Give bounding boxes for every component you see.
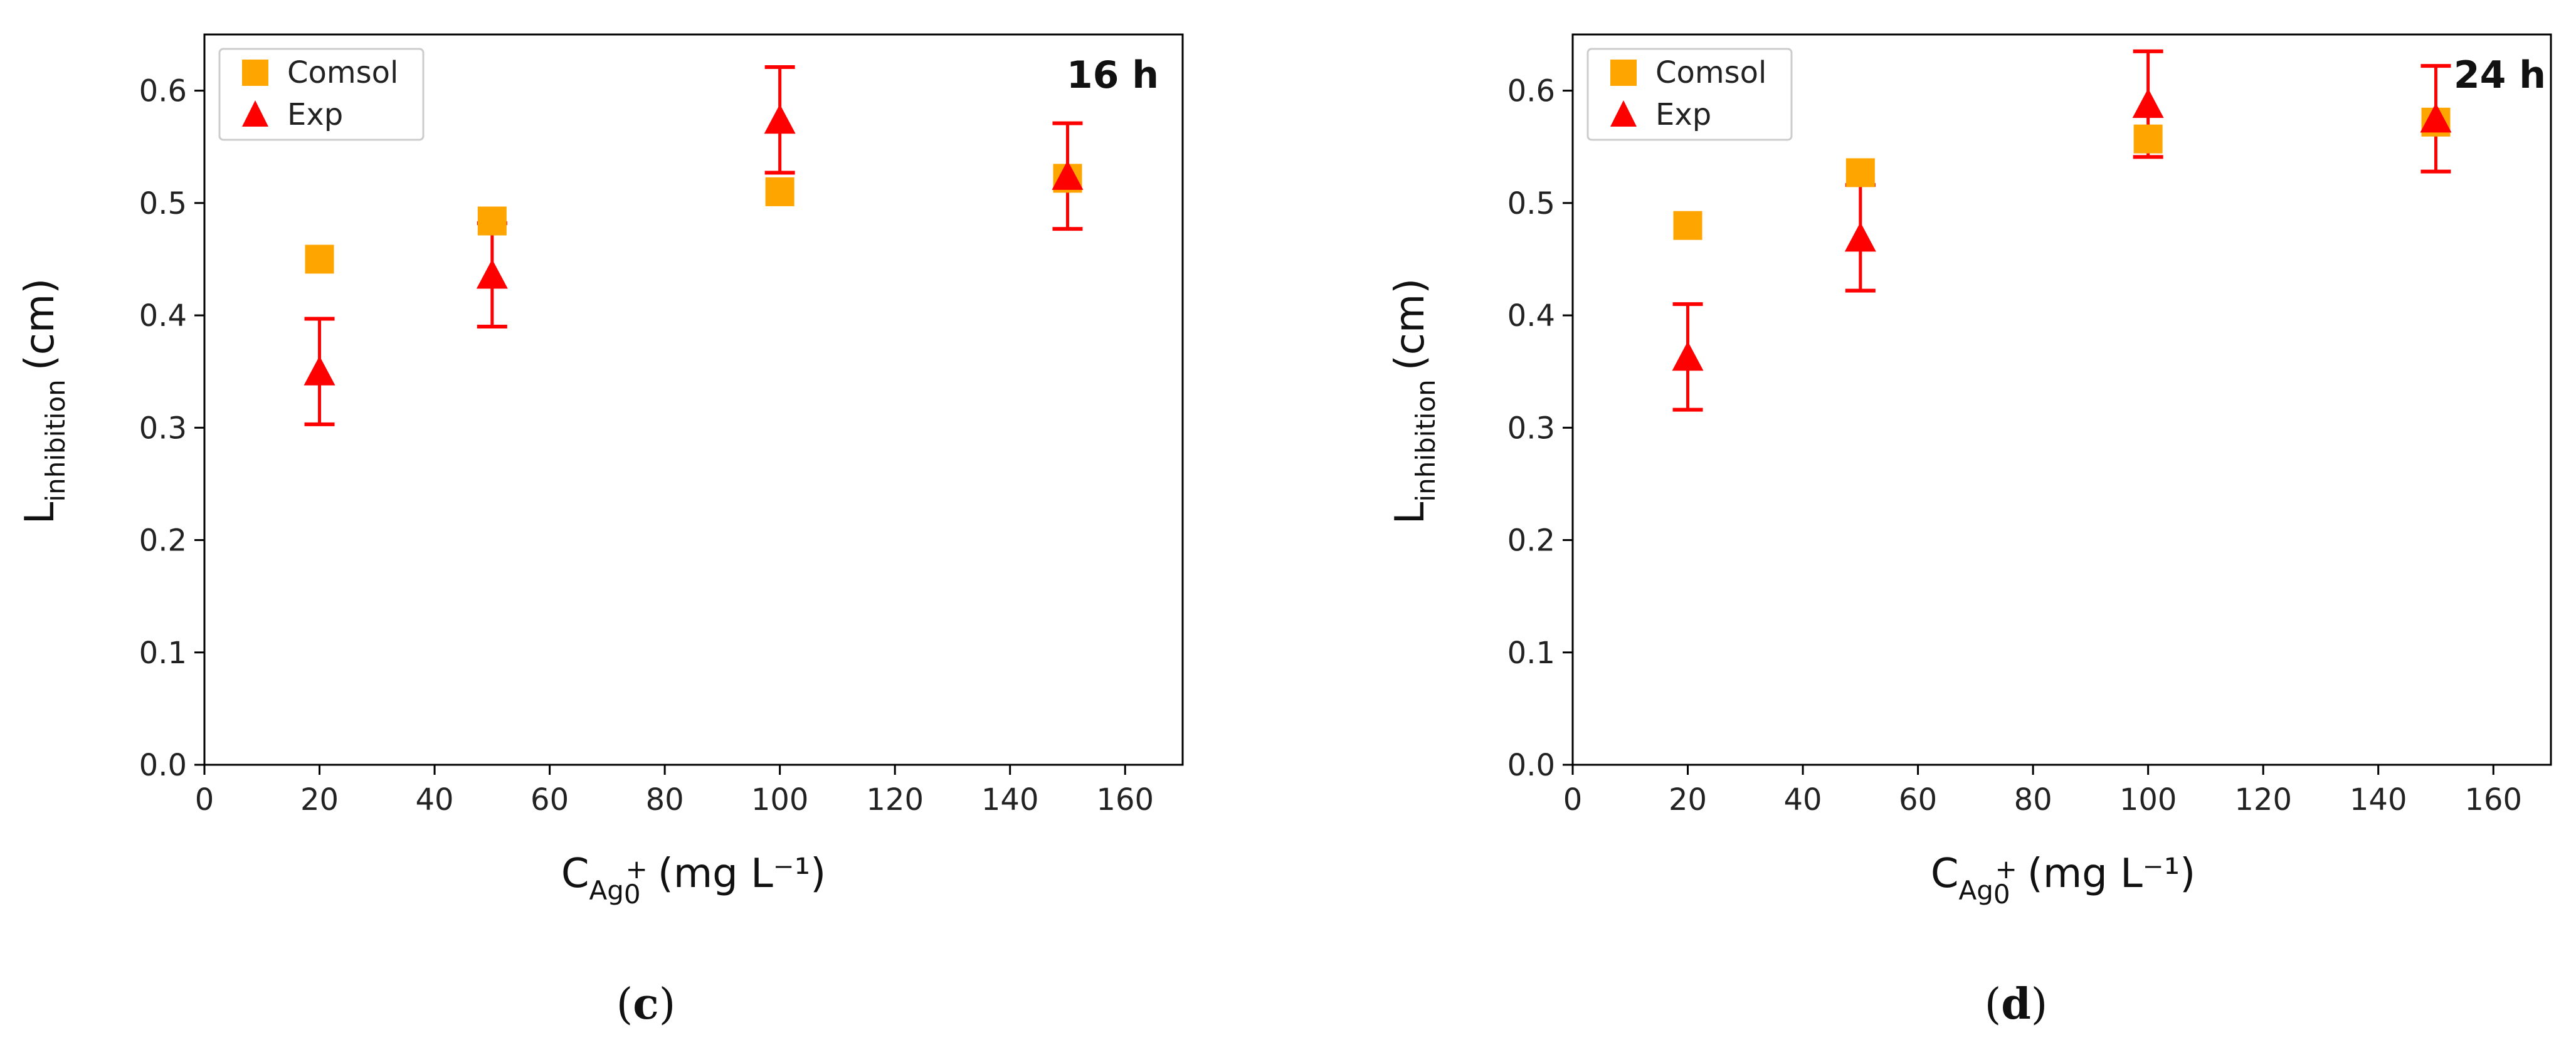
time-label: 24 h — [2454, 53, 2546, 97]
comsol-point — [1673, 211, 1702, 240]
x-tick-label: 80 — [646, 782, 684, 817]
legend-triangle-marker — [1610, 100, 1637, 127]
comsol-point — [477, 206, 507, 236]
legend-label-comsol: Comsol — [1655, 55, 1766, 90]
x-tick-label: 100 — [2119, 782, 2177, 817]
x-tick-label: 100 — [751, 782, 809, 817]
x-tick-label: 60 — [1899, 782, 1937, 817]
x-axis-title-main: C — [1931, 851, 1959, 897]
x-tick-label: 80 — [2014, 782, 2052, 817]
y-tick-label: 0.0 — [1507, 748, 1555, 783]
x-tick-label: 40 — [416, 782, 454, 817]
plot-frame — [1571, 33, 2552, 766]
y-tick-label: 0.1 — [139, 636, 187, 671]
y-tick-label: 0.5 — [139, 186, 187, 221]
exp-point — [476, 259, 508, 289]
x-axis-title: CAg0+ (mg L⁻¹) — [561, 851, 826, 910]
y-tick-label: 0.6 — [1507, 74, 1555, 109]
y-axis-title-units: (cm) — [1387, 278, 1433, 370]
x-tick-label: 160 — [1096, 782, 1154, 817]
x-axis: 0 20 40 60 80 100 120 140 160 — [1563, 765, 2522, 817]
legend: Comsol Exp — [218, 48, 425, 141]
comsol-point — [305, 244, 334, 274]
y-axis-title-sub: inhibition — [1410, 379, 1441, 501]
x-tick-label: 140 — [981, 782, 1039, 817]
legend-square-marker — [1610, 60, 1637, 86]
x-axis-title: CAg0+ (mg L⁻¹) — [1931, 851, 2195, 910]
exp-point — [1052, 160, 1084, 190]
y-axis: 0.0 0.1 0.2 0.3 0.4 0.5 0.6 — [139, 74, 204, 783]
x-tick-label: 60 — [531, 782, 569, 817]
exp-point — [304, 355, 335, 386]
y-axis-title-sub: inhibition — [40, 379, 71, 501]
plot-frame — [203, 33, 1184, 766]
legend: Comsol Exp — [1586, 48, 1793, 141]
chart-panel-d: 0.0 0.1 0.2 0.3 0.4 0.5 0.6 0 20 40 60 80 100 120 140… — [1387, 33, 2552, 1029]
x-tick-label: 120 — [866, 782, 924, 817]
y-tick-label: 0.4 — [1507, 298, 1555, 333]
comsol-point — [1845, 158, 1875, 187]
x-axis-title-sub2: 0 — [624, 879, 641, 910]
x-tick-label: 160 — [2464, 782, 2522, 817]
comsol-point — [765, 177, 794, 206]
comsol-point — [2133, 124, 2163, 154]
y-axis-title: Linhibition (cm) — [1387, 278, 1441, 524]
legend-triangle-marker — [242, 100, 268, 127]
y-axis-title-main: L — [1387, 501, 1433, 524]
x-tick-label: 20 — [300, 782, 339, 817]
data-markers — [304, 104, 1084, 386]
x-axis-title-sup: + — [626, 854, 648, 885]
panel-label: (d) — [1985, 979, 2048, 1029]
x-axis-title-sub2: 0 — [1993, 879, 2010, 910]
exp-point — [2420, 103, 2452, 133]
data-markers — [1672, 88, 2452, 371]
chart-panel-c: 0.0 0.1 0.2 0.3 0.4 0.5 0.6 0 20 40 60 80 100 120 140… — [17, 33, 1184, 1029]
x-axis-title-sup: + — [1995, 854, 2017, 885]
x-tick-label: 140 — [2350, 782, 2407, 817]
x-tick-label: 0 — [195, 782, 214, 817]
legend-label-exp: Exp — [287, 97, 343, 132]
y-axis-title-units: (cm) — [17, 278, 63, 370]
y-tick-label: 0.5 — [1507, 186, 1555, 221]
y-axis-title: Linhibition (cm) — [17, 278, 71, 524]
legend-label-exp: Exp — [1655, 97, 1711, 132]
y-tick-label: 0.1 — [1507, 636, 1555, 671]
panel-label-letter: d — [2001, 979, 2031, 1029]
y-tick-label: 0.6 — [139, 74, 187, 109]
y-tick-label: 0.4 — [139, 298, 187, 333]
y-tick-label: 0.3 — [1507, 411, 1555, 446]
y-tick-label: 0.2 — [139, 523, 187, 559]
panel-label: (c) — [616, 979, 675, 1029]
exp-point — [764, 104, 796, 134]
x-tick-label: 0 — [1563, 782, 1583, 817]
x-tick-label: 20 — [1669, 782, 1707, 817]
x-axis-title-sub: Ag — [589, 875, 624, 906]
x-axis-title-units: (mg L⁻¹) — [658, 851, 826, 897]
legend-box — [218, 48, 425, 141]
y-tick-label: 0.3 — [139, 411, 187, 446]
panel-label-letter: c — [633, 979, 658, 1029]
y-tick-label: 0.2 — [1507, 523, 1555, 559]
x-axis-title-sub: Ag — [1959, 875, 1993, 906]
exp-point — [1672, 341, 1704, 371]
y-axis: 0.0 0.1 0.2 0.3 0.4 0.5 0.6 — [1507, 74, 1573, 783]
legend-label-comsol: Comsol — [287, 55, 398, 90]
legend-box — [1586, 48, 1793, 141]
y-axis-title-main: L — [17, 501, 63, 524]
x-axis-title-units: (mg L⁻¹) — [2027, 851, 2195, 897]
x-axis: 0 20 40 60 80 100 120 140 160 — [195, 765, 1154, 817]
exp-point — [2132, 88, 2164, 118]
exp-point — [1844, 222, 1876, 252]
x-tick-label: 120 — [2234, 782, 2292, 817]
legend-square-marker — [242, 60, 268, 86]
x-tick-label: 40 — [1784, 782, 1822, 817]
time-label: 16 h — [1067, 53, 1159, 97]
x-axis-title-main: C — [561, 851, 589, 897]
y-tick-label: 0.0 — [139, 748, 187, 783]
